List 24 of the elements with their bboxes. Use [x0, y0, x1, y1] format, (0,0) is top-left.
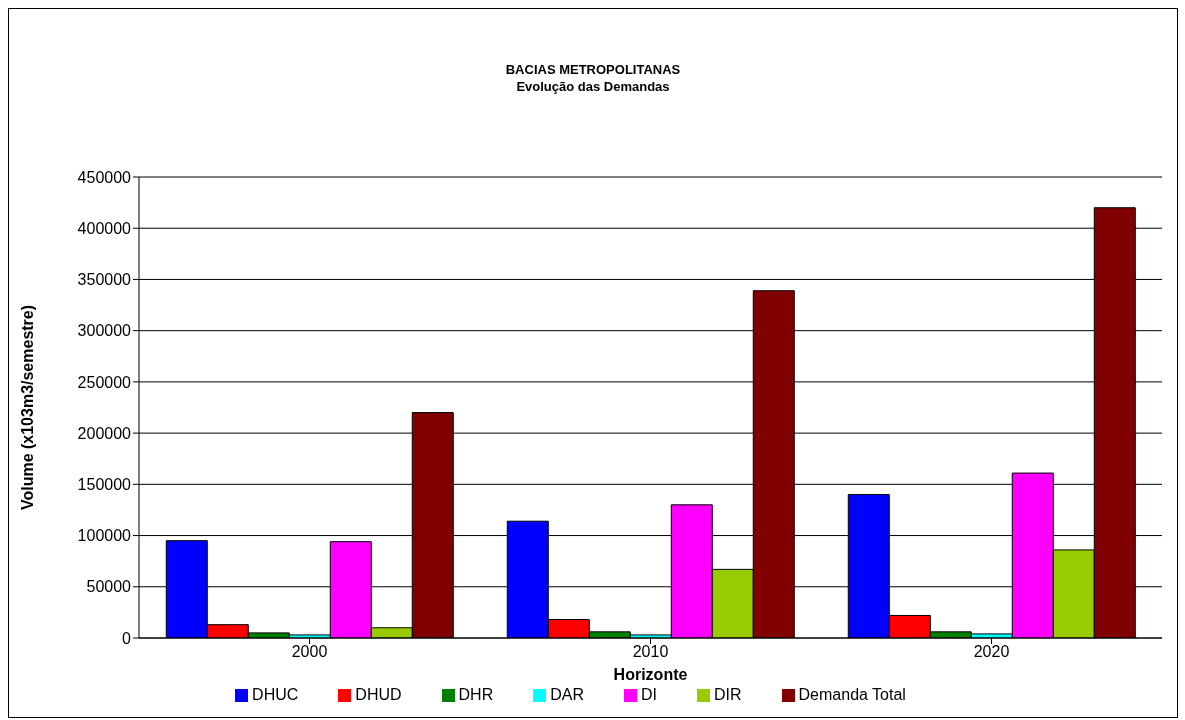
- y-tick-label: 0: [122, 629, 132, 647]
- legend-label: DAR: [550, 686, 584, 703]
- x-axis-title: Horizonte: [613, 666, 688, 683]
- y-tick-label: 250000: [77, 373, 132, 391]
- y-tick-label: 200000: [77, 424, 132, 442]
- y-tick-label: 300000: [77, 322, 132, 340]
- chart-title: BACIAS METROPOLITANAS: [504, 61, 682, 78]
- x-tick-label: 2000: [291, 643, 328, 661]
- legend-label: DHUD: [355, 686, 402, 703]
- legend-label: DI: [641, 686, 657, 703]
- y-tick-label: 50000: [86, 578, 132, 596]
- y-tick-label: 450000: [77, 168, 132, 186]
- x-tick-label: 2020: [973, 643, 1010, 661]
- legend-label: DHR: [458, 686, 494, 703]
- x-tick-label: 2010: [632, 643, 669, 661]
- y-tick-label: 100000: [77, 527, 132, 545]
- y-axis-title: Volume (x103m3/semestre): [18, 304, 36, 511]
- y-tick-label: 150000: [77, 476, 132, 494]
- legend-label: DHUC: [252, 686, 299, 703]
- legend-label: DIR: [714, 686, 742, 703]
- chart-subtitle: Evolução das Demandas: [515, 78, 671, 95]
- y-tick-label: 400000: [77, 219, 132, 237]
- legend-label: Demanda Total: [798, 686, 906, 703]
- y-tick-label: 350000: [77, 271, 132, 289]
